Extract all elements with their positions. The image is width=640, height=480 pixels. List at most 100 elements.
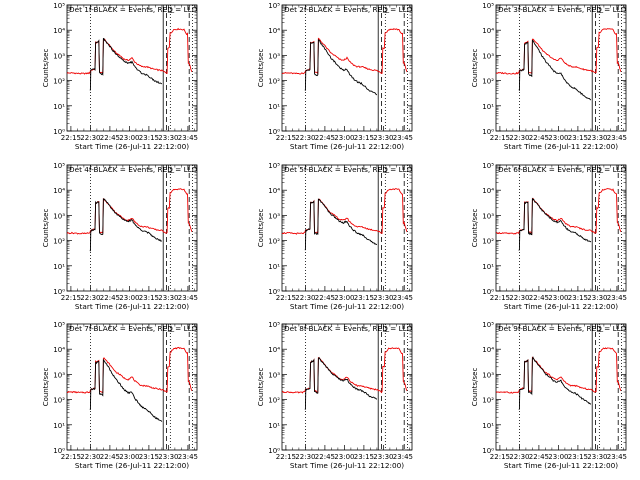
x-tick-label: 23:45 [607, 134, 627, 142]
x-axis-label: Start Time (26-Jul-11 22:12:00) [504, 302, 618, 311]
panel-title: Det 5f-BLACK = Events, RED = LLD [284, 165, 413, 174]
y-tick-label: 10³ [482, 52, 494, 60]
y-tick-label: 10⁴ [268, 346, 280, 354]
series-events-line [518, 197, 592, 251]
y-tick-label: 10⁰ [482, 288, 494, 296]
y-tick-label: 10¹ [268, 263, 280, 271]
series-events-line [304, 356, 377, 410]
y-axis-label: Counts/sec [42, 368, 50, 407]
x-axis-label: Start Time (26-Jul-11 22:12:00) [75, 302, 189, 311]
detector-panel-4: Det 4f-BLACK = Events, RED = LLD 10⁰ 10¹ 10… [42, 162, 198, 311]
series-events-line [89, 37, 163, 91]
y-tick-label: 10² [53, 78, 65, 86]
x-axis-label: Start Time (26-Jul-11 22:12:00) [290, 461, 404, 470]
panel-title: Det 8f-BLACK = Events, RED = LLD [284, 324, 413, 333]
series-events-line [304, 198, 377, 251]
x-tick-label: 22:30 [80, 453, 100, 461]
y-axis-label: Counts/sec [471, 368, 479, 407]
y-axis-label: Counts/sec [257, 209, 265, 248]
x-tick-label: 22:30 [509, 294, 529, 302]
y-tick-label: 10⁰ [268, 288, 280, 296]
y-tick-label: 10² [482, 78, 494, 86]
x-tick-label: 23:15 [139, 294, 159, 302]
x-tick-label: 23:45 [393, 453, 413, 461]
x-tick-label: 23:00 [334, 294, 354, 302]
x-axis-label: Start Time (26-Jul-11 22:12:00) [75, 461, 189, 470]
x-tick-label: 23:45 [607, 294, 627, 302]
y-tick-label: 10⁵ [268, 162, 280, 170]
x-tick-label: 22:15 [490, 294, 510, 302]
x-tick-label: 22:30 [80, 134, 100, 142]
y-axis-label: Counts/sec [42, 209, 50, 248]
x-tick-label: 23:00 [119, 134, 139, 142]
axis-frame [495, 4, 627, 132]
x-tick-label: 22:15 [490, 134, 510, 142]
x-axis-label: Start Time (26-Jul-11 22:12:00) [290, 302, 404, 311]
y-tick-label: 10¹ [268, 422, 280, 430]
y-tick-label: 10⁴ [268, 187, 280, 195]
axis-frame [281, 164, 413, 292]
y-axis-label: Counts/sec [257, 49, 265, 88]
plot-area [282, 28, 408, 96]
y-tick-label: 10¹ [53, 103, 65, 111]
x-tick-label: 23:45 [607, 453, 627, 461]
x-tick-label: 23:45 [178, 453, 198, 461]
marker-symbol: ⊥ [167, 6, 175, 16]
series-lld-line [282, 188, 408, 235]
x-tick-label: 23:45 [393, 134, 413, 142]
x-tick-label: 22:30 [80, 294, 100, 302]
x-tick-label: 23:00 [548, 134, 568, 142]
y-axis-label: Counts/sec [257, 368, 265, 407]
x-tick-label: 22:45 [529, 294, 549, 302]
x-tick-label: 23:30 [158, 453, 178, 461]
panel-title: Det 4f-BLACK = Events, RED = LLD [69, 165, 198, 174]
y-tick-label: 10⁵ [482, 2, 494, 10]
plot-area [496, 28, 622, 101]
x-tick-label: 23:00 [334, 134, 354, 142]
y-tick-label: 10³ [268, 52, 280, 60]
series-lld-line [67, 188, 193, 235]
y-tick-label: 10⁰ [53, 447, 65, 455]
series-lld-line [282, 28, 408, 75]
series-lld-line [496, 347, 622, 394]
series-events-line [89, 358, 163, 422]
y-tick-label: 10³ [482, 212, 494, 220]
y-tick-label: 10³ [268, 371, 280, 379]
x-tick-label: 22:45 [529, 453, 549, 461]
axis-frame [66, 164, 198, 292]
y-tick-label: 10⁴ [53, 27, 65, 35]
y-tick-label: 10¹ [53, 422, 65, 430]
x-tick-label: 22:15 [276, 453, 296, 461]
x-tick-label: 22:15 [61, 294, 81, 302]
panel-title: Det 9f-BLACK = Events, RED = LLD [498, 324, 627, 333]
y-tick-label: 10⁰ [482, 128, 494, 136]
x-tick-label: 23:30 [587, 294, 607, 302]
plot-area [496, 188, 622, 251]
y-tick-label: 10² [268, 238, 280, 246]
plot-area [496, 347, 622, 410]
y-tick-label: 10² [53, 238, 65, 246]
marker-symbol: ⊥ [382, 325, 390, 335]
x-tick-label: 23:15 [354, 134, 374, 142]
y-tick-label: 10³ [53, 52, 65, 60]
y-tick-label: 10⁰ [268, 128, 280, 136]
panel-title: Det 3f-BLACK = Events, RED = LLD [498, 5, 627, 14]
panel-title: Det 2f-BLACK = Events, RED = LLD [284, 5, 413, 14]
y-tick-label: 10¹ [53, 263, 65, 271]
plot-area [67, 188, 193, 252]
marker-symbol: ⊥ [382, 6, 390, 16]
x-tick-label: 23:30 [373, 294, 393, 302]
y-tick-label: 10⁵ [268, 321, 280, 329]
x-tick-label: 22:15 [276, 134, 296, 142]
x-tick-label: 23:00 [334, 453, 354, 461]
series-events-line [518, 39, 592, 101]
y-tick-label: 10⁴ [53, 187, 65, 195]
series-lld-line [496, 28, 622, 75]
x-axis-label: Start Time (26-Jul-11 22:12:00) [290, 142, 404, 151]
y-tick-label: 10¹ [482, 263, 494, 271]
series-events-line [89, 198, 162, 252]
x-tick-label: 22:30 [295, 294, 315, 302]
series-events-line [518, 356, 591, 410]
plot-area [282, 347, 408, 410]
